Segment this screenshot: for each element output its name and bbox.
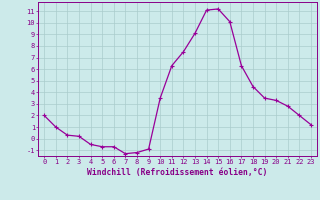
X-axis label: Windchill (Refroidissement éolien,°C): Windchill (Refroidissement éolien,°C) xyxy=(87,168,268,177)
